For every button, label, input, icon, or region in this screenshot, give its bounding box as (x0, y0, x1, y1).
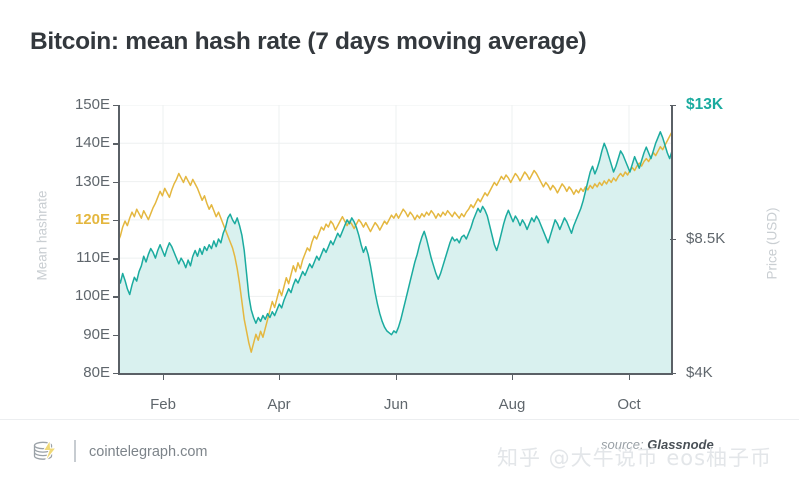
y-axis-left-tick (113, 296, 119, 298)
watermark: 知乎 @大牛说币 eos柚子币 (497, 446, 773, 470)
x-axis-label: Feb (150, 396, 176, 413)
y-axis-left-label: 140E (74, 134, 110, 152)
chart-canvas (118, 105, 672, 373)
y-axis-right-tick (670, 373, 676, 375)
y-axis-left-tick (113, 105, 119, 107)
y-axis-left (118, 105, 120, 374)
source-credit: source: Glassnode (601, 437, 714, 452)
x-axis-label: Jun (383, 396, 409, 413)
y-axis-right-label: $4K (686, 364, 713, 381)
x-axis-label: Apr (267, 396, 291, 413)
y-axis-left-label: 110E (76, 249, 110, 267)
y-axis-right-label: $8.5K (686, 230, 726, 247)
x-axis (118, 373, 673, 375)
hashrate-area-fill (118, 131, 672, 373)
y-axis-left-title: Mean hashrate (34, 190, 50, 281)
x-axis-tick (163, 374, 165, 380)
y-axis-left-label: 130E (74, 172, 110, 190)
x-axis-label: Oct (617, 396, 641, 413)
footer-site-url: cointelegraph.com (89, 444, 208, 460)
x-axis-labels: Feb Apr Jun Aug Oct (0, 396, 799, 420)
y-axis-right-tick (670, 239, 676, 241)
y-axis-left-tick (113, 143, 119, 145)
y-axis-left-tick (113, 334, 119, 337)
source-name: Glassnode (647, 437, 714, 452)
y-axis-right-labels: $4K $8.5K $13K (686, 0, 786, 500)
y-axis-right-label: $13K (686, 96, 724, 113)
y-axis-left-tick (113, 258, 119, 260)
footer-divider-rule (0, 419, 799, 420)
cointelegraph-coin-bolt-icon (31, 438, 61, 464)
y-axis-left-tick (113, 373, 119, 375)
price-line (118, 131, 672, 353)
y-axis-left-label: 150E (74, 96, 110, 113)
x-axis-tick (512, 374, 514, 380)
x-axis-tick (629, 374, 631, 380)
hashrate-line (118, 131, 672, 336)
y-axis-left-tick (113, 219, 119, 222)
x-axis-label: Aug (498, 396, 526, 413)
y-axis-left-label: 90E (83, 325, 110, 343)
y-axis-right-tick (670, 105, 676, 107)
page-title: Bitcoin: mean hash rate (7 days moving a… (30, 28, 587, 55)
plot-area (118, 105, 672, 373)
y-axis-left-label: 120E (74, 210, 110, 228)
y-axis-left-tick (113, 181, 119, 183)
y-axis-left-labels: 80E 90E 100E 110E 120E 130E 140E 150E (38, 0, 110, 500)
source-label: source: (601, 437, 648, 452)
footer-divider (74, 440, 76, 462)
x-axis-tick (279, 374, 281, 380)
y-axis-left-label: 80E (83, 364, 110, 381)
y-axis-right-title: Price (USD) (764, 207, 780, 280)
y-axis-left-label: 100E (74, 287, 110, 305)
x-axis-tick (396, 374, 398, 380)
